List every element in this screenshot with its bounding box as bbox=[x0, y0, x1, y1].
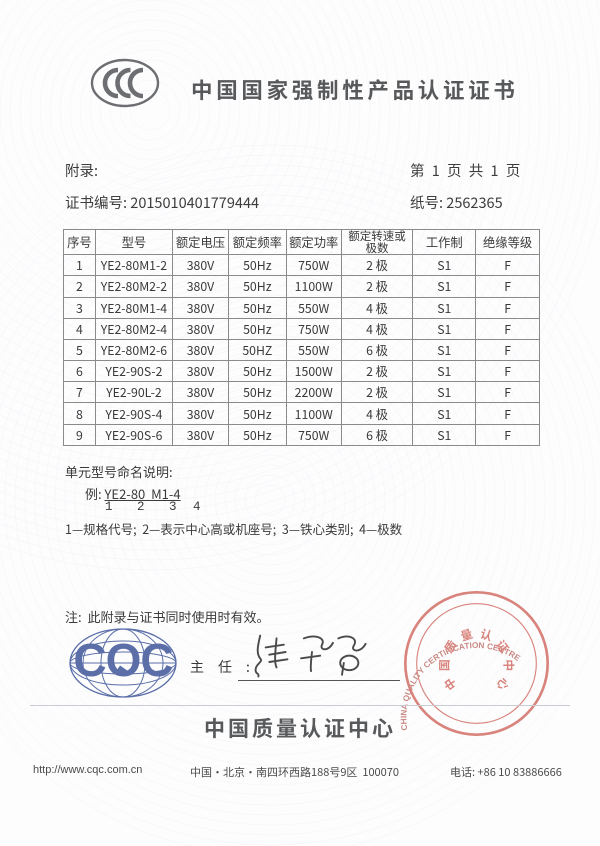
svg-text:中: 中 bbox=[500, 659, 517, 671]
svg-text:认: 认 bbox=[478, 625, 495, 645]
svg-text:COC: COC bbox=[73, 634, 172, 686]
svg-text:心: 心 bbox=[493, 674, 514, 694]
svg-text:量: 量 bbox=[458, 625, 475, 645]
svg-text:国: 国 bbox=[436, 659, 453, 671]
svg-text:中: 中 bbox=[440, 674, 461, 693]
